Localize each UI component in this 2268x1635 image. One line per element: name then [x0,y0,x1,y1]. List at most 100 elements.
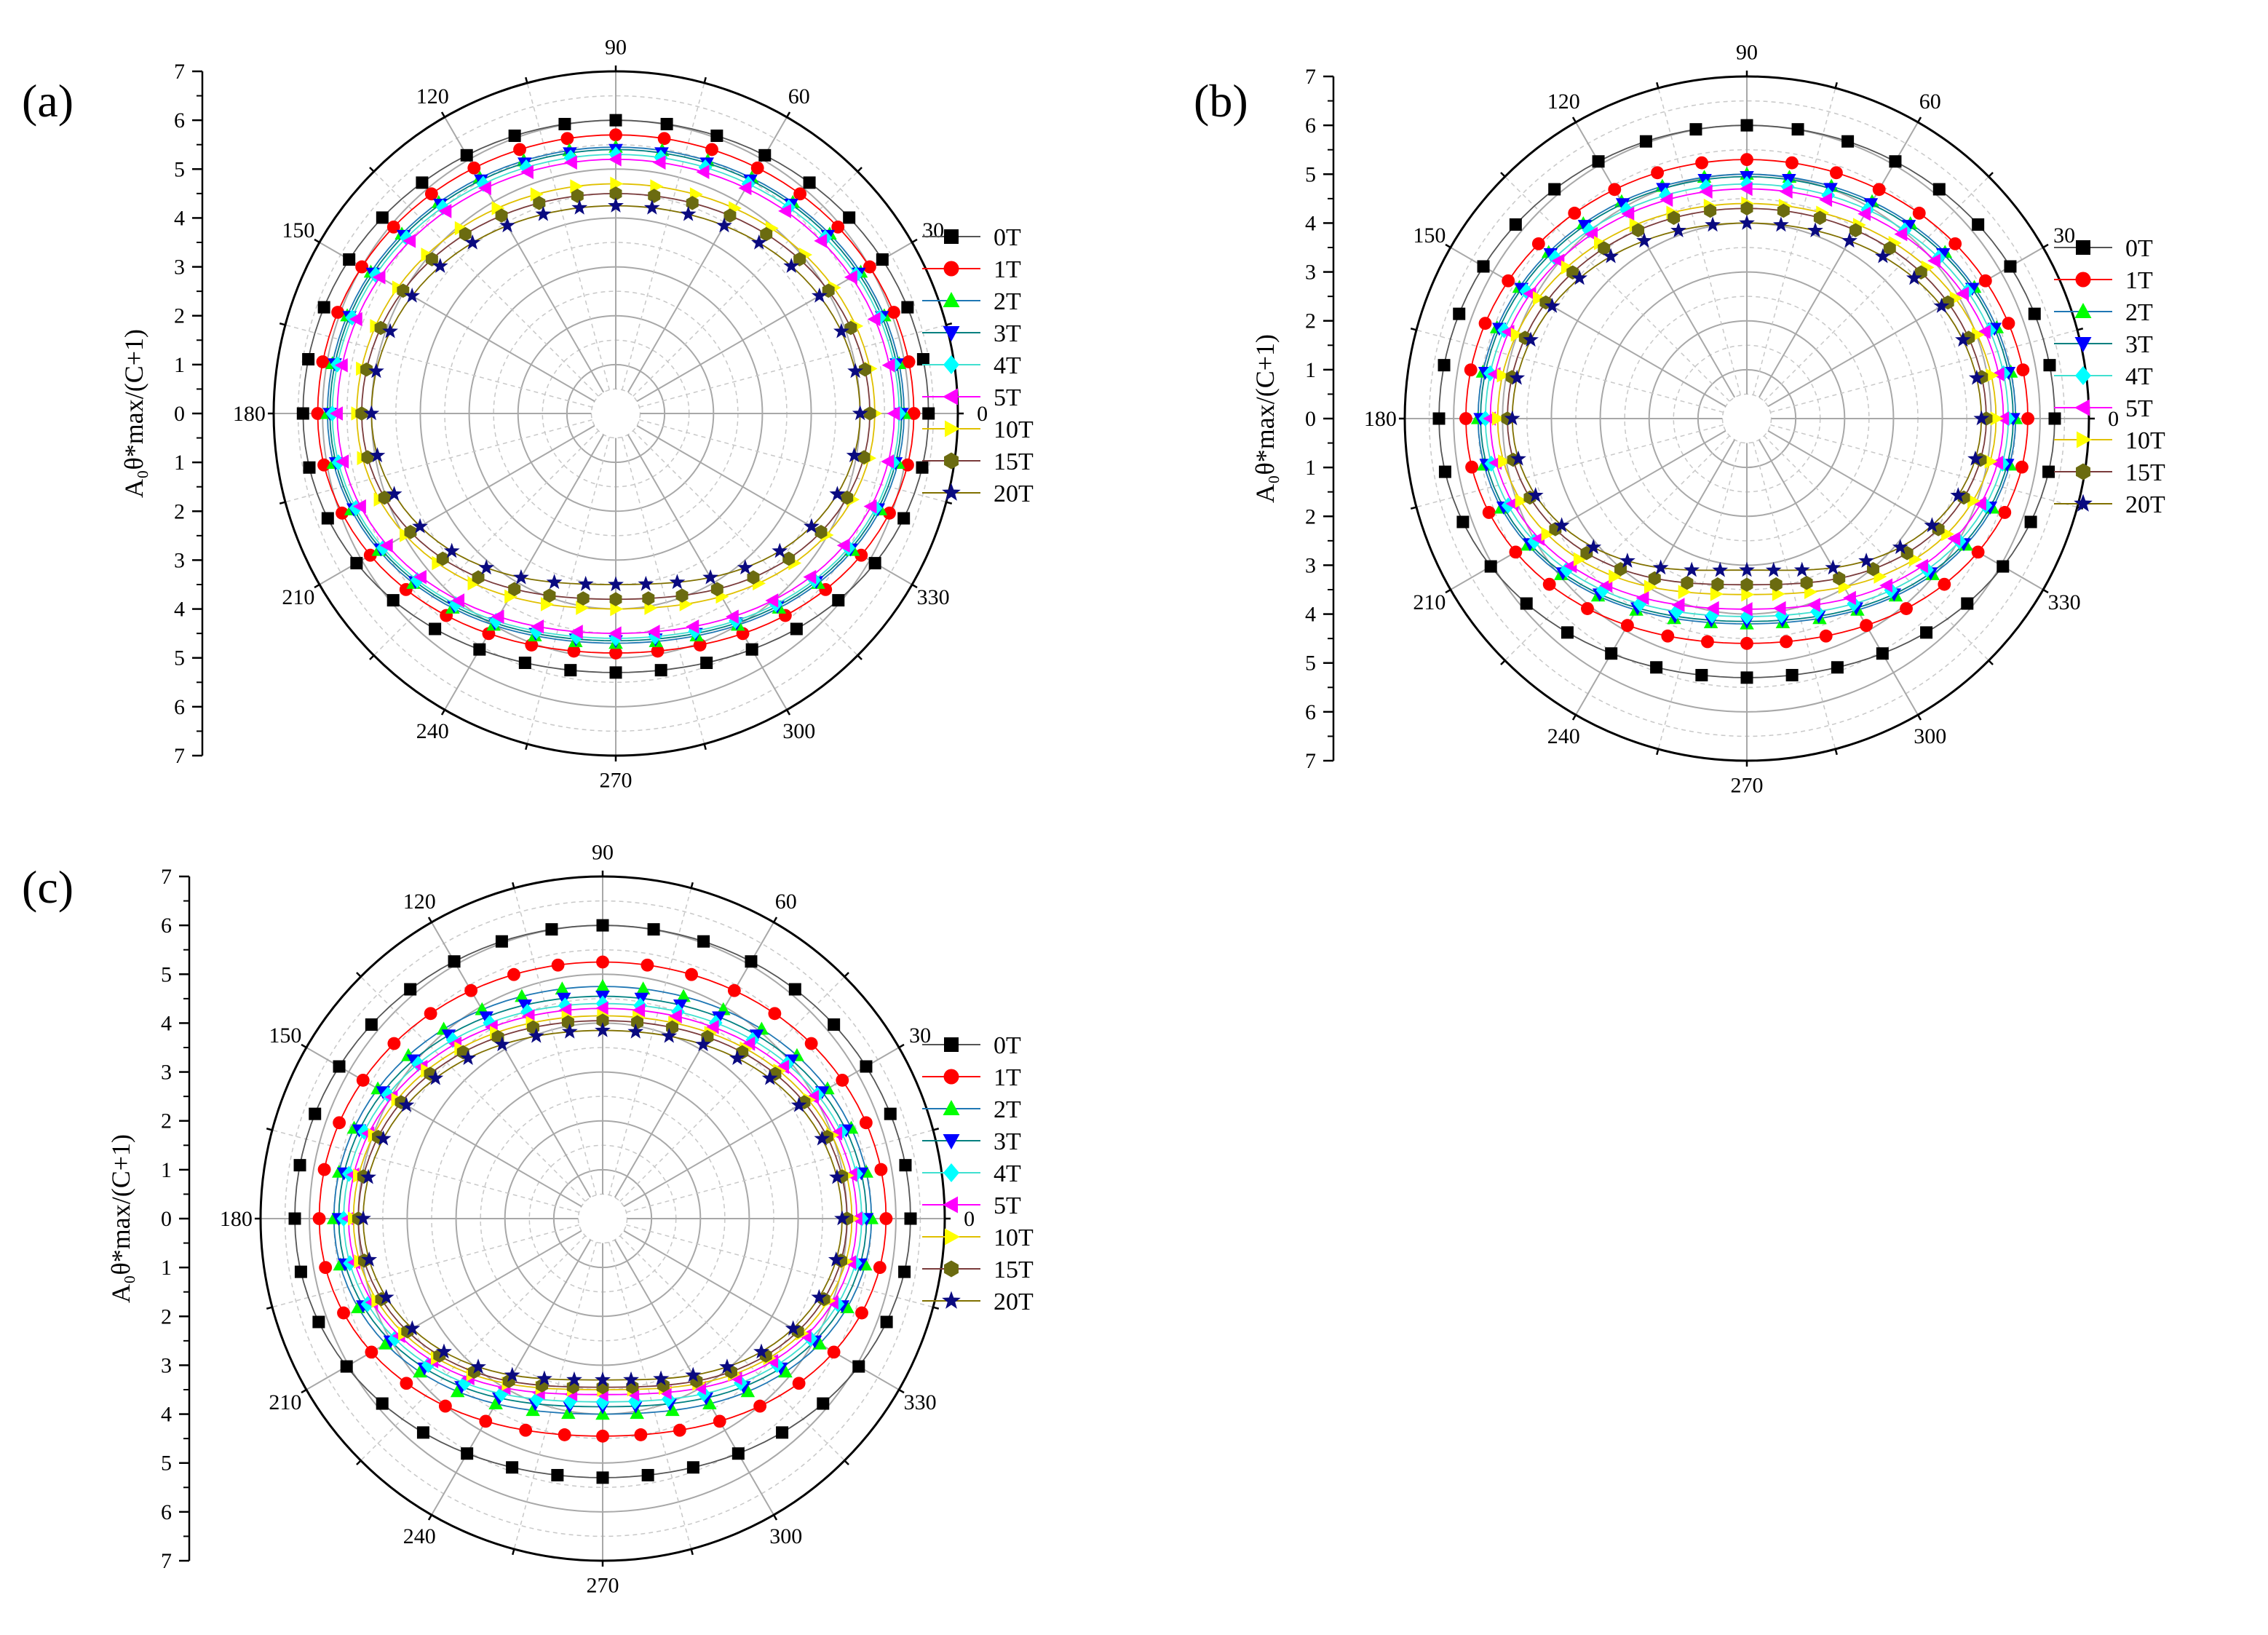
data-point [309,1107,322,1120]
data-point [1532,290,1546,306]
data-point [333,1060,346,1073]
data-point [1973,410,1990,426]
minor-grid-spoke [1764,176,1989,402]
minor-grid-spoke [626,1129,934,1214]
legend-label: 5T [994,384,1021,411]
angle-label: 0 [964,1207,975,1231]
data-point [657,132,671,146]
data-point [533,196,546,210]
data-point [828,1251,844,1267]
data-point [1833,571,1846,586]
data-point [1772,601,1786,616]
data-point [641,1468,654,1481]
data-point [1531,531,1545,546]
data-point [567,644,581,658]
series-5T [1483,181,2010,617]
data-point [1912,206,1926,220]
legend-marker [2074,337,2092,352]
data-point [1650,661,1663,674]
data-point [844,270,857,285]
data-point [518,657,531,670]
data-point [817,1397,830,1410]
data-point [904,1212,917,1225]
data-point [1779,184,1793,199]
data-point [1777,203,1790,218]
data-point [803,176,816,189]
data-point [1900,602,1913,615]
data-point [343,253,356,266]
legend-marker [2076,463,2090,480]
data-point [1548,183,1561,196]
data-point [1710,587,1724,601]
data-point [495,208,508,223]
data-point [2043,359,2056,372]
data-point [494,1385,509,1402]
radial-tick-label: 2 [161,1305,172,1329]
data-point [1510,450,1526,466]
data-point [504,589,518,604]
data-point [627,1023,644,1039]
radial-tick-label: 3 [174,548,185,572]
data-point [541,597,554,611]
data-point [350,557,363,570]
legend-marker [943,1069,959,1085]
data-point [798,1329,812,1343]
data-point [609,186,622,201]
radial-tick-label: 6 [161,1500,172,1524]
series-20T [363,197,868,592]
data-point [386,486,403,502]
data-point [702,1396,717,1410]
legend-label: 5T [2125,395,2153,422]
radial-tick-label: 4 [1305,211,1316,235]
data-point [1740,608,1754,625]
data-point [705,1020,719,1034]
data-point [316,355,330,368]
data-point [302,353,315,366]
data-point [360,1168,377,1184]
legend-label: 2T [2125,299,2153,326]
data-point [461,1447,474,1460]
legend-label: 2T [994,1096,1021,1123]
data-point [1509,218,1522,231]
angle-tick [844,972,849,978]
data-point [702,569,719,585]
data-point [750,161,764,175]
data-point [387,1037,401,1050]
angle-label: 270 [587,1574,619,1598]
data-point [828,1168,845,1184]
data-point [2024,515,2037,528]
data-point [1740,119,1753,132]
data-point [1595,582,1610,598]
data-point [508,129,521,142]
angle-tick [932,1306,940,1310]
data-point [685,967,698,981]
legend-marker [944,452,959,470]
data-point [1581,602,1594,615]
angle-label: 180 [233,402,266,426]
legend-label: 15T [994,1256,1034,1283]
data-point [641,958,654,972]
data-point [710,582,723,597]
angle-label: 90 [1736,40,1758,64]
minor-grid-spoke [633,171,858,397]
angle-label: 120 [416,84,449,108]
data-point [742,1036,756,1051]
data-point [610,176,624,191]
data-point [1924,517,1940,533]
data-point [558,1003,572,1018]
data-point [355,260,369,274]
radial-tick-label: 1 [174,353,185,377]
data-point [321,512,334,525]
data-point [1892,539,1908,555]
data-point [596,955,609,969]
data-point [867,312,881,327]
data-point [443,542,460,558]
data-point [793,252,806,266]
data-point [1520,597,1533,610]
data-point [1465,460,1479,474]
data-point [1502,274,1515,288]
legend-label: 1T [994,256,1021,283]
angle-tick [369,654,375,660]
angle-tick [301,1043,307,1049]
legend: 0T 1T 2T 3T 4T 5T 10T 15T 20T [922,1032,1034,1315]
